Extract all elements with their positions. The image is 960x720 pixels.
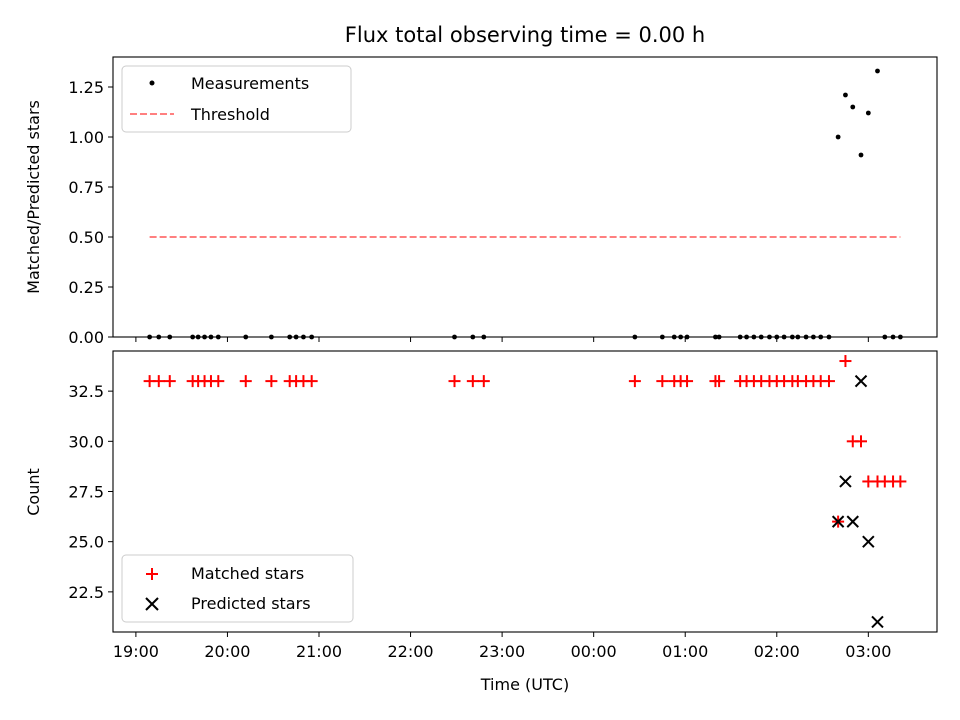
bottom-y-tick-label: 22.5 <box>68 583 104 602</box>
bottom-y-axis: 22.5 25.0 27.5 30.0 32.5 <box>68 382 113 602</box>
measurement-point <box>843 92 848 98</box>
bottom-y-tick-label: 30.0 <box>68 432 104 451</box>
matched-star-point <box>152 375 165 388</box>
bottom-panel: 22.5 25.0 27.5 30.0 32.5 19:00 20:00 21:00 22:0… <box>24 350 938 694</box>
top-y-tick-label: 0.25 <box>68 278 104 297</box>
top-axes-frame <box>112 56 938 338</box>
predicted-star-point <box>839 475 852 488</box>
legend-measurements-label: Measurements <box>191 74 309 93</box>
top-y-tick-label: 1.25 <box>68 78 104 97</box>
measurement-point <box>835 134 841 140</box>
x-tick-label: 19:00 <box>113 642 159 661</box>
matched-star-point <box>448 375 461 388</box>
bottom-panel-marks <box>143 355 907 629</box>
x-tick-label: 01:00 <box>662 642 708 661</box>
top-panel: Flux total observing time = 0.00 h 0.000… <box>24 23 938 347</box>
legend-threshold-label: Threshold <box>190 105 270 124</box>
x-tick-label: 20:00 <box>204 642 250 661</box>
predicted-star-point <box>831 515 845 528</box>
x-axis-label: Time (UTC) <box>480 675 569 694</box>
matched-star-point <box>212 375 225 388</box>
matched-star-point <box>713 375 726 388</box>
matched-star-point <box>839 355 852 368</box>
measurement-point <box>858 152 864 158</box>
top-legend-box <box>121 65 352 133</box>
matched-star-point <box>656 375 669 388</box>
bottom-y-tick-label: 25.0 <box>68 533 104 552</box>
top-legend: Measurements Threshold <box>121 65 352 133</box>
x-tick-label: 21:00 <box>296 642 342 661</box>
top-y-axis-label: Matched/Predicted stars <box>24 100 43 294</box>
bottom-y-tick-label: 27.5 <box>68 483 104 502</box>
bottom-y-axis-label: Count <box>24 468 43 516</box>
matched-star-point <box>681 375 694 388</box>
matched-star-point <box>628 375 641 388</box>
legend-predicted-label: Predicted stars <box>191 594 311 613</box>
top-y-tick-label: 0.00 <box>68 328 104 347</box>
top-y-tick-label: 0.50 <box>68 228 104 247</box>
predicted-star-point <box>862 535 875 548</box>
matched-star-point <box>239 375 252 388</box>
bottom-x-axis: 19:00 20:00 21:00 22:00 23:00 00:00 01:00 02:00… <box>113 632 891 661</box>
legend-matched-marker <box>146 568 158 580</box>
predicted-star-point <box>846 515 859 528</box>
matched-star-point <box>894 475 907 488</box>
measurement-point <box>875 68 880 74</box>
top-y-axis: 0.00 0.25 0.50 0.75 1.00 1.25 <box>68 78 113 347</box>
matched-star-point <box>855 435 868 448</box>
x-tick-label: 03:00 <box>845 642 891 661</box>
top-y-tick-label: 0.75 <box>68 178 104 197</box>
predicted-star-point <box>871 615 884 629</box>
measurement-point <box>865 110 871 116</box>
legend-predicted-marker <box>145 597 159 611</box>
matched-star-point <box>265 375 278 388</box>
x-tick-label: 23:00 <box>479 642 525 661</box>
bottom-legend-box <box>121 554 354 623</box>
matched-star-point <box>822 375 835 388</box>
legend-measurements-marker <box>149 80 155 86</box>
matched-star-point <box>477 375 490 388</box>
matched-star-point <box>163 375 176 388</box>
legend-matched-label: Matched stars <box>191 564 304 583</box>
top-x-axis <box>135 337 869 342</box>
bottom-legend: Matched stars Predicted stars <box>121 554 354 623</box>
matched-star-point <box>305 375 318 388</box>
matched-star-point <box>466 375 479 388</box>
predicted-star-point <box>854 374 868 388</box>
x-tick-label: 00:00 <box>571 642 617 661</box>
x-tick-label: 02:00 <box>754 642 800 661</box>
chart-title: Flux total observing time = 0.00 h <box>345 23 705 47</box>
bottom-y-tick-label: 32.5 <box>68 382 104 401</box>
measurement-point <box>850 104 856 110</box>
top-y-tick-label: 1.00 <box>68 128 104 147</box>
x-tick-label: 22:00 <box>388 642 434 661</box>
